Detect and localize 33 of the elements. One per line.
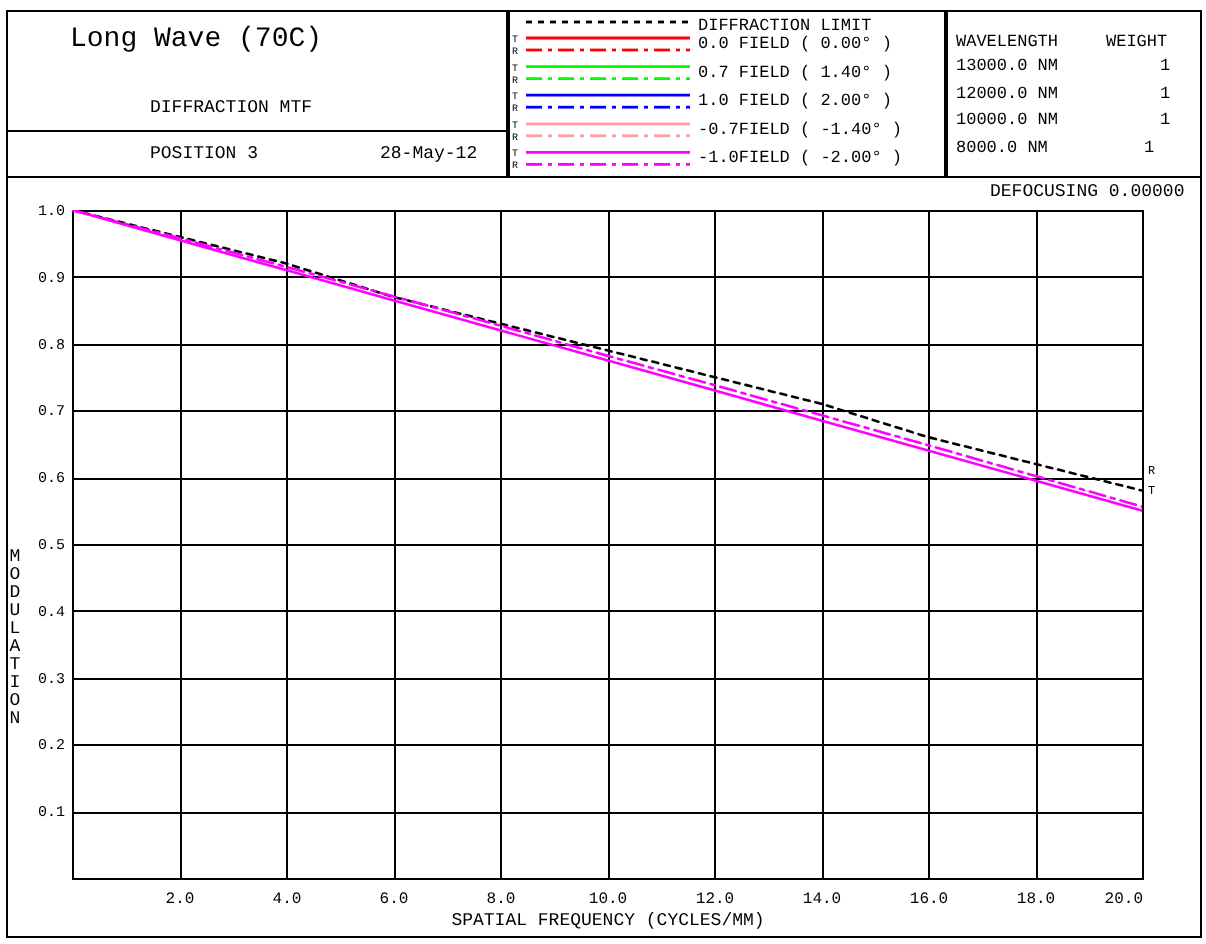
x-tick-label: 20.0 [1104, 891, 1144, 909]
x-tick-label: 2.0 [165, 891, 195, 909]
text: 1 [1160, 56, 1171, 76]
text: 28-May-12 [380, 144, 478, 164]
text: 13000.0 NM [956, 56, 1059, 76]
x-tick-label: 8.0 [486, 891, 516, 909]
text: DEFOCUSING 0.00000 [990, 182, 1185, 202]
chart-title: Long Wave (70C) [70, 24, 323, 56]
legend-label: DIFFRACTION LIMIT [698, 16, 872, 36]
chart-subtitle: DIFFRACTION MTF [150, 98, 313, 118]
text: WAVELENGTH [956, 32, 1059, 52]
x-tick-label: 18.0 [1016, 891, 1056, 909]
x-tick-label: 4.0 [272, 891, 302, 909]
legend-label: 0.7 FIELD ( 1.40° ) [698, 62, 892, 83]
text: 1 [1160, 83, 1171, 103]
x-tick-label: 12.0 [695, 891, 735, 909]
x-tick-label: 6.0 [379, 891, 409, 909]
x-tick-label: 14.0 [802, 891, 842, 909]
text: 8000.0 NM [956, 137, 1048, 157]
legend-label: 1.0 FIELD ( 2.00° ) [698, 91, 892, 112]
legend-label: 0.0 FIELD ( 0.00° ) [698, 34, 892, 54]
legend-label: -1.0FIELD ( -2.00° ) [698, 148, 903, 169]
text: 1 [1160, 110, 1171, 130]
text: WEIGHT [1106, 32, 1168, 52]
text: 1 [1144, 137, 1155, 157]
x-tick-label: 16.0 [909, 891, 949, 909]
text: MODULATION [9, 547, 21, 729]
x-tick-label: 10.0 [588, 891, 628, 909]
text: 12000.0 NM [956, 83, 1059, 103]
legend-label: -0.7FIELD ( -1.40° ) [698, 119, 903, 140]
text: 10000.0 NM [956, 110, 1059, 130]
text: POSITION 3 [150, 144, 259, 164]
x-axis-title: SPATIAL FREQUENCY (CYCLES/MM) [451, 911, 765, 931]
